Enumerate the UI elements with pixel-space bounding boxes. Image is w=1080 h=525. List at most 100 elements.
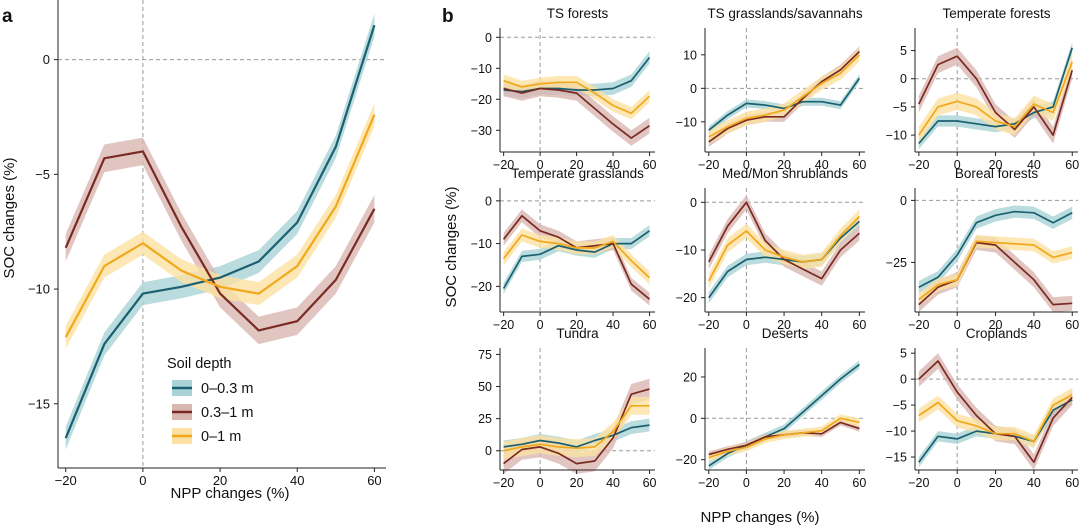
x-tick-label: 20: [989, 158, 1003, 172]
x-tick-label: 20: [989, 476, 1003, 490]
y-tick-label: −20: [471, 93, 492, 107]
subplot-title: Tundra: [556, 326, 599, 341]
x-tick-label: 20: [570, 158, 584, 172]
y-tick-label: 0: [485, 444, 492, 458]
series-line-total: [64, 114, 376, 338]
y-tick-label: 50: [478, 380, 492, 394]
y-tick-label: −10: [886, 425, 907, 439]
y-tick-label: −10: [676, 244, 697, 258]
y-tick-label: −10: [676, 115, 697, 129]
series-line-deep: [708, 201, 860, 280]
panel-b-xlabel: NPP changes (%): [701, 509, 820, 525]
series-line-shallow: [708, 77, 861, 131]
series-line-deep: [64, 150, 376, 332]
y-tick-label: −30: [471, 124, 492, 138]
subplot-title: TS grasslands/savannahs: [707, 6, 863, 21]
y-tick-label: 0: [690, 196, 697, 210]
panels-layer: −20 0 20 40 60 0 −5 −10 −15 −20 0 20 40 60 0 −10 −20 −30 T…: [28, 0, 1079, 490]
panel-6: −20 0 20 40 60 0 −25 Boreal forests: [886, 166, 1079, 332]
band-total: [708, 209, 860, 289]
x-tick-label: 20: [570, 476, 584, 490]
y-tick-label: 0: [485, 194, 492, 208]
y-tick-label: −5: [35, 167, 50, 182]
x-tick-label: 40: [815, 318, 829, 332]
x-tick-label: 0: [139, 473, 146, 488]
band-deep: [503, 80, 650, 146]
band-total: [503, 74, 650, 120]
x-tick-label: 60: [643, 158, 657, 172]
x-tick-label: −20: [493, 476, 514, 490]
y-tick-label: 0: [485, 31, 492, 45]
panel-3: −20 0 20 40 60 5 0 −5 −10 Temperate forests: [886, 6, 1079, 172]
series-line-total: [918, 240, 1073, 301]
legend-label-1: 0.3–1 m: [201, 405, 253, 421]
band-deep: [65, 137, 375, 345]
band-total: [708, 48, 860, 144]
series-line-total: [708, 54, 860, 138]
y-tick-label: 0: [900, 373, 907, 387]
series-line-deep: [503, 388, 650, 465]
series-line-deep: [503, 87, 650, 139]
y-tick-label: −15: [28, 396, 50, 411]
band-total: [65, 103, 375, 349]
legend-title: Soil depth: [167, 356, 232, 372]
series-line-shallow: [918, 210, 1073, 288]
panel-7: −20 0 20 40 60 75 50 25 0 Tundra: [478, 326, 656, 490]
x-tick-label: 40: [290, 473, 304, 488]
x-tick-label: 0: [954, 158, 961, 172]
panel-0: −20 0 20 40 60 0 −5 −10 −15: [28, 0, 386, 488]
x-tick-label: −20: [55, 473, 77, 488]
x-tick-label: 60: [852, 318, 866, 332]
x-tick-label: 40: [815, 476, 829, 490]
x-tick-label: 0: [954, 476, 961, 490]
x-tick-label: 40: [1027, 158, 1041, 172]
panel-5: −20 0 20 40 60 0 −10 −20 Med/Mon shrublands: [676, 166, 867, 332]
x-tick-label: 20: [777, 158, 791, 172]
x-tick-label: −20: [493, 158, 514, 172]
band-total: [918, 53, 1073, 144]
band-shallow: [708, 74, 860, 135]
x-tick-label: 40: [606, 476, 620, 490]
y-tick-label: −5: [893, 100, 907, 114]
series-line-total: [918, 393, 1073, 443]
x-tick-label: 60: [852, 158, 866, 172]
series-line-total: [502, 234, 651, 279]
x-tick-label: 20: [213, 473, 227, 488]
x-tick-label: 60: [643, 476, 657, 490]
x-tick-label: 20: [777, 476, 791, 490]
panel-b-ylabel: SOC changes (%): [443, 187, 460, 308]
subplot-title: Med/Mon shrublands: [722, 166, 848, 181]
series-line-total: [503, 404, 650, 452]
series-line-deep: [708, 50, 860, 143]
subplot-title: Temperate grasslands: [511, 166, 644, 181]
y-tick-label: 20: [683, 370, 697, 384]
x-tick-label: 60: [1065, 318, 1079, 332]
y-tick-label: −15: [886, 451, 907, 465]
panel-9: −20 0 20 40 60 5 0 −5 −10 −15 Croplands: [886, 326, 1079, 490]
band-shallow: [918, 42, 1073, 150]
x-tick-label: −20: [493, 318, 514, 332]
series-line-deep: [918, 241, 1073, 306]
series-line-total: [708, 417, 860, 459]
y-tick-label: 0: [43, 52, 50, 67]
x-tick-label: 0: [743, 158, 750, 172]
x-tick-label: 20: [989, 318, 1003, 332]
y-tick-label: −10: [886, 129, 907, 143]
panel-a-xlabel: NPP changes (%): [171, 485, 290, 502]
x-tick-label: 20: [570, 318, 584, 332]
x-tick-label: 60: [367, 473, 381, 488]
y-tick-label: 0: [900, 72, 907, 86]
x-tick-label: −20: [698, 476, 719, 490]
subplot-title: Croplands: [966, 326, 1028, 341]
x-tick-label: 0: [537, 476, 544, 490]
band-deep: [708, 46, 860, 147]
series-line-shallow: [503, 56, 651, 93]
series-line-deep: [918, 55, 1074, 136]
x-tick-label: −20: [698, 158, 719, 172]
x-tick-label: 0: [537, 158, 544, 172]
series-line-total: [708, 216, 861, 282]
y-tick-label: −10: [28, 282, 50, 297]
y-tick-label: 5: [900, 44, 907, 58]
y-tick-label: −10: [471, 237, 492, 251]
